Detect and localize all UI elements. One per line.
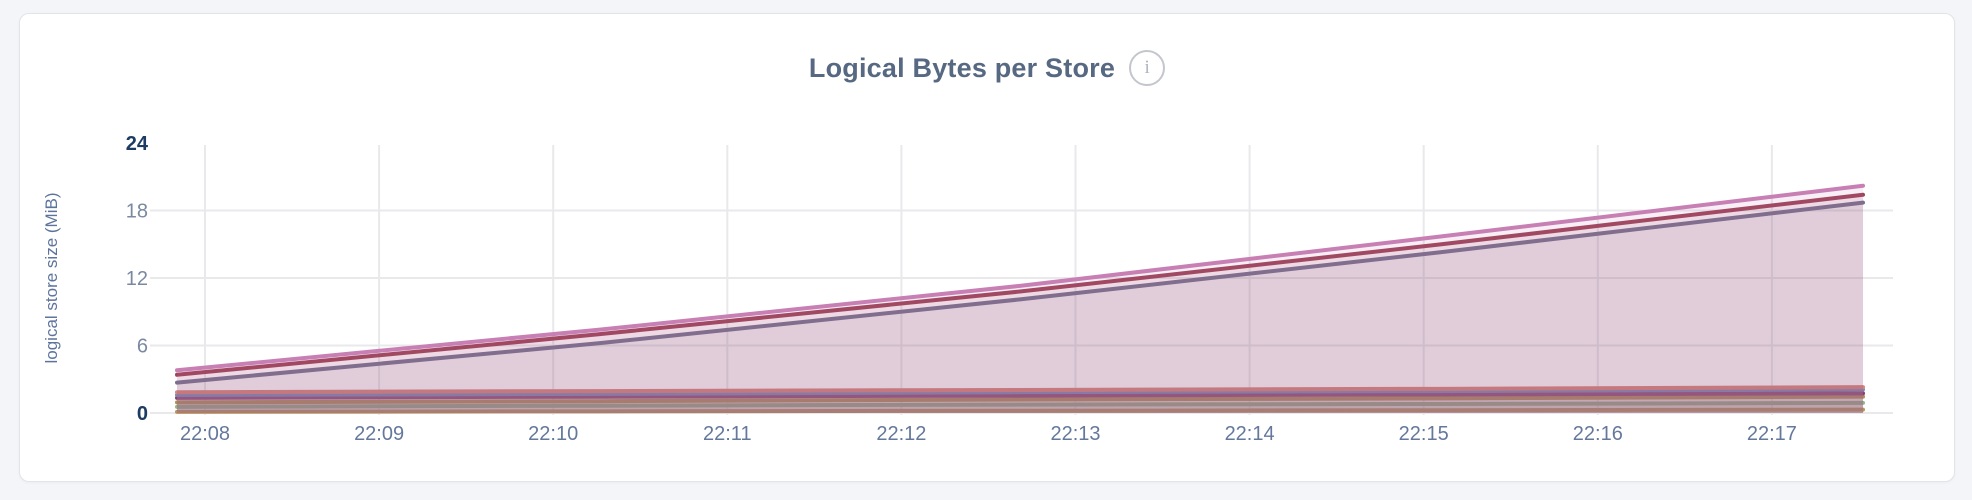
series-3-line[interactable] [175, 200, 1865, 385]
series-4-area [177, 387, 1863, 413]
x-tick-label: 22:10 [528, 423, 578, 445]
series-6-line[interactable] [175, 391, 1865, 400]
info-icon[interactable]: i [1129, 50, 1166, 86]
series-9-line[interactable] [175, 407, 1865, 414]
x-tick-label: 22:12 [876, 423, 926, 445]
y-tick-label: 12 [126, 268, 148, 290]
x-tick-label: 22:11 [703, 423, 752, 445]
x-tick-label: 22:16 [1573, 423, 1623, 445]
series-1-area [177, 185, 1863, 413]
series-2-line[interactable] [175, 192, 1865, 377]
y-tick-label: 18 [126, 201, 148, 223]
y-axis-label: logical store size (MiB) [42, 193, 61, 364]
x-tick-label: 22:13 [1050, 423, 1100, 445]
y-tick-label: 6 [137, 336, 148, 358]
x-tick-label: 22:09 [354, 423, 404, 445]
series-4-line[interactable] [175, 385, 1865, 395]
series-5-line[interactable] [175, 387, 1865, 397]
chart-title: Logical Bytes per Store [808, 52, 1116, 83]
series-8-line[interactable] [175, 400, 1865, 409]
series-2-area [177, 194, 1863, 413]
series-7-line[interactable] [175, 394, 1865, 405]
series-1-line[interactable] [175, 183, 1865, 373]
x-tick-label: 22:08 [180, 423, 230, 445]
y-tick-label: 24 [126, 133, 149, 155]
series-3-area [177, 202, 1863, 413]
x-tick-label: 22:15 [1399, 423, 1449, 445]
chart-header: Logical Bytes per Store i [20, 50, 1954, 86]
y-tick-label: 0 [137, 403, 148, 425]
x-tick-label: 22:17 [1747, 423, 1797, 445]
x-tick-label: 22:14 [1225, 423, 1275, 445]
series-7-area [177, 396, 1863, 413]
